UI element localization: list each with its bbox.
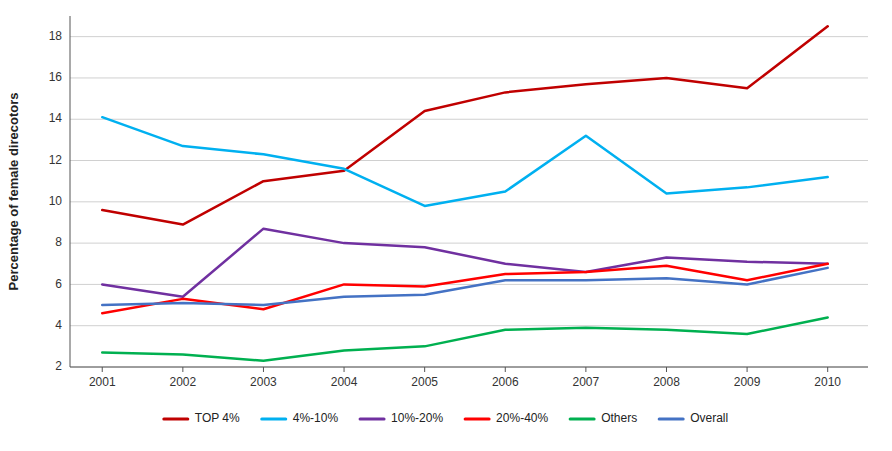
x-tick [102,367,103,372]
legend-swatch [164,418,188,421]
y-tick-label: 16 [49,70,63,84]
series-line [102,117,827,206]
legend: TOP 4% 4%-10% 10%-20% 20%-40% Others Overall [164,411,728,425]
x-tick [424,367,425,372]
legend-label: 4%-10% [293,411,339,425]
grid-line [70,325,868,326]
legend-swatch [360,418,384,421]
x-tick-label: 2004 [331,375,358,389]
grid-line [70,201,868,202]
legend-item: 4%-10% [262,411,339,425]
x-tick-label: 2005 [411,375,438,389]
x-tick [505,367,506,372]
x-tick-label: 2009 [734,375,761,389]
y-axis: 2 4 6 8 10 12 14 16 18 [49,29,63,373]
legend-swatch [465,418,489,421]
series-lines [102,26,827,360]
x-tick [344,367,345,372]
x-tick [747,367,748,372]
x-tick [666,367,667,372]
legend-item: Others [570,411,637,425]
grid-line [70,367,868,368]
grid-line [70,119,868,120]
legend-label: Others [601,411,637,425]
legend-label: Overall [690,411,728,425]
legend-item: 10%-20% [360,411,443,425]
chart: 2468101214161820012002200320042005200620… [0,0,892,451]
y-tick-label: 10 [49,194,63,208]
legend-swatch [262,418,286,421]
x-tick-label: 2002 [169,375,196,389]
x-tick-label: 2008 [653,375,680,389]
y-tick-label: 6 [55,277,62,291]
legend-label: 10%-20% [391,411,443,425]
x-tick [263,367,264,372]
legend-swatch [570,418,594,421]
y-tick-label: 4 [55,318,62,332]
x-tick [585,367,586,372]
x-tick [182,367,183,372]
grid-line [70,160,868,161]
y-axis-line [70,16,71,367]
x-tick-label: 2001 [89,375,116,389]
y-tick-label: 18 [49,29,63,43]
grid-line [70,36,868,37]
legend-label: TOP 4% [195,411,240,425]
legend-item: 20%-40% [465,411,548,425]
legend-label: 20%-40% [496,411,548,425]
x-axis-line [70,367,868,368]
y-tick-label: 12 [49,153,63,167]
series-line [102,268,827,305]
x-tick-label: 2010 [814,375,841,389]
x-axis: 2001 2002 2003 2004 2005 2006 2007 2008 2009 2010 [89,367,841,389]
y-tick-label: 14 [49,111,63,125]
x-tick-label: 2003 [250,375,277,389]
grid-line [70,243,868,244]
x-tick [827,367,828,372]
y-tick-label: 2 [55,359,62,373]
legend-item: Overall [659,411,728,425]
legend-swatch [659,418,683,421]
x-tick-label: 2007 [573,375,600,389]
grid-line [70,77,868,78]
x-tick-label: 2006 [492,375,519,389]
series-line [102,264,827,314]
legend-item: TOP 4% [164,411,240,425]
y-tick-label: 8 [55,235,62,249]
series-line [102,26,827,224]
y-axis-label: Percentage of female direcotors [6,93,21,291]
series-line [102,317,827,360]
